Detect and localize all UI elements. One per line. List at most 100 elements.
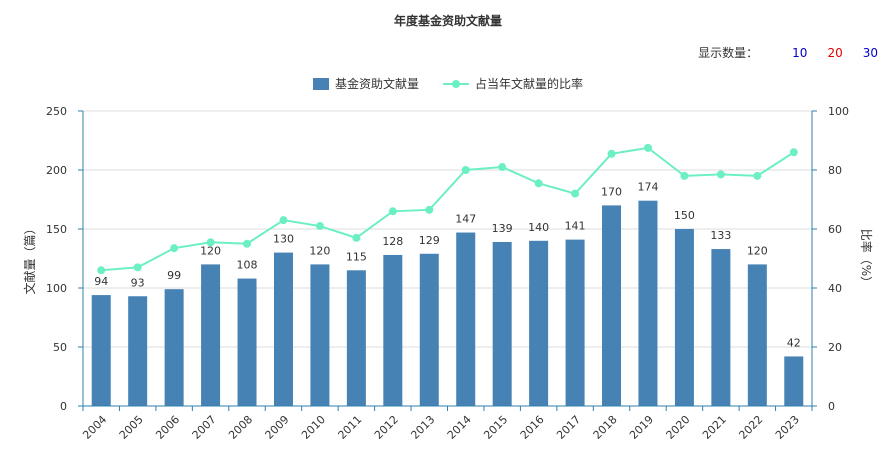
display-count-label: 显示数量： [698,46,759,60]
bar-data-label: 94 [94,275,108,288]
y-axis-title: 文献量（篇） [22,222,37,294]
y2-tick-label: 20 [828,341,842,354]
ratio-point[interactable] [607,149,616,158]
bar-data-label: 133 [710,229,731,242]
x-tick-label: 2023 [773,413,802,442]
bar[interactable] [273,252,293,406]
bar[interactable] [711,249,731,406]
chart-legend: 基金资助文献量 占当年文献量的比率 [0,75,896,92]
x-tick-label: 2006 [153,413,182,442]
ratio-point[interactable] [243,239,252,248]
ratio-point[interactable] [133,263,142,272]
ratio-point[interactable] [170,244,179,253]
bar-data-label: 120 [200,244,221,257]
y2-tick-label: 100 [828,105,849,118]
bar[interactable] [164,289,184,406]
x-tick-label: 2014 [445,413,474,442]
ratio-point[interactable] [425,205,434,214]
legend-swatch-line [443,79,469,88]
bar-data-label: 93 [131,276,145,289]
display-count-option-30[interactable]: 30 [862,45,878,60]
bar-data-label: 128 [382,235,403,248]
x-tick-label: 2013 [408,413,437,442]
bar[interactable] [310,264,330,406]
x-tick-label: 2015 [481,413,510,442]
ratio-line [101,146,795,272]
bar[interactable] [419,253,439,406]
y-tick-label: 100 [46,282,67,295]
bar[interactable] [237,278,257,406]
ratio-point[interactable] [716,170,725,179]
bar-data-label: 150 [674,209,695,222]
bar-data-label: 129 [419,234,440,247]
ratio-point[interactable] [279,216,288,225]
bar[interactable] [492,241,512,406]
legend-item-bar-series[interactable]: 基金资助文献量 [312,75,419,92]
bar[interactable] [784,356,804,406]
axes: 0 50 100 150 200 250 0 20 40 60 80 100 2004 2005 2006 2… [22,105,874,442]
ratio-point[interactable] [315,222,324,231]
bar-data-label: 141 [565,220,586,233]
ratio-point[interactable] [643,143,652,152]
x-tick-label: 2016 [518,413,547,442]
bar[interactable] [602,205,622,406]
y-tick-label: 150 [46,223,67,236]
ratio-point[interactable] [352,233,361,242]
bar[interactable] [565,239,585,406]
ratio-point[interactable] [680,171,689,180]
x-tick-label: 2008 [226,413,255,442]
bar[interactable] [201,264,221,406]
legend-item-line-series[interactable]: 占当年文献量的比率 [443,75,583,92]
y2-axis-title: 比率（%） [859,229,874,288]
bar-data-label: 108 [237,259,258,272]
x-tick-label: 2007 [190,413,219,442]
bar-data-label: 99 [167,269,181,282]
y-tick-label: 250 [46,105,67,118]
ratio-point[interactable] [461,166,470,174]
x-tick-label: 2021 [700,413,729,442]
bar[interactable] [529,240,549,406]
bar-data-label: 130 [273,233,294,246]
bar-data-label: 120 [747,244,768,257]
bar-data-label: 120 [309,244,330,257]
bar[interactable] [674,229,694,406]
bar[interactable] [346,270,366,406]
display-count-option-10[interactable]: 10 [792,45,808,60]
x-tick-label: 2009 [263,413,292,442]
chart-title: 年度基金资助文献量 [393,14,502,28]
bar-data-label: 42 [787,336,801,349]
y2-tick-label: 80 [828,164,842,177]
y-tick-label: 200 [46,164,67,177]
legend-label-bar-series: 基金资助文献量 [334,77,419,91]
gridlines [83,110,812,348]
ratio-point[interactable] [97,266,106,275]
bar-data-label: 174 [637,181,658,194]
bar-data-label: 170 [601,185,622,198]
ratio-point[interactable] [753,171,762,180]
x-tick-label: 2011 [336,413,365,442]
bar[interactable] [747,264,767,406]
x-tick-label: 2004 [80,413,109,442]
x-tick-label: 2018 [591,413,620,442]
ratio-point[interactable] [498,163,507,172]
bar[interactable] [456,232,476,406]
bar[interactable] [128,296,148,406]
display-count-controls: 显示数量： 10 20 30 [698,44,878,61]
display-count-option-20[interactable]: 20 [827,45,843,60]
ratio-point[interactable] [534,179,543,188]
ratio-point[interactable] [789,148,798,157]
bar[interactable] [91,295,111,406]
y2-tick-label: 60 [828,223,842,236]
y2-tick-label: 0 [828,400,835,413]
x-tick-label: 2010 [299,413,328,442]
ratio-point[interactable] [388,207,397,216]
bar[interactable] [638,200,658,406]
ratio-point[interactable] [206,238,215,247]
ratio-point[interactable] [571,189,580,198]
bar[interactable] [383,254,403,406]
line-series [97,143,798,275]
legend-label-line-series: 占当年文献量的比率 [475,77,584,91]
x-tick-label: 2019 [627,413,656,442]
bar-series: 94 93 99 120 108 130 120 115 128 129 147 139 140 141 1… [91,181,804,406]
